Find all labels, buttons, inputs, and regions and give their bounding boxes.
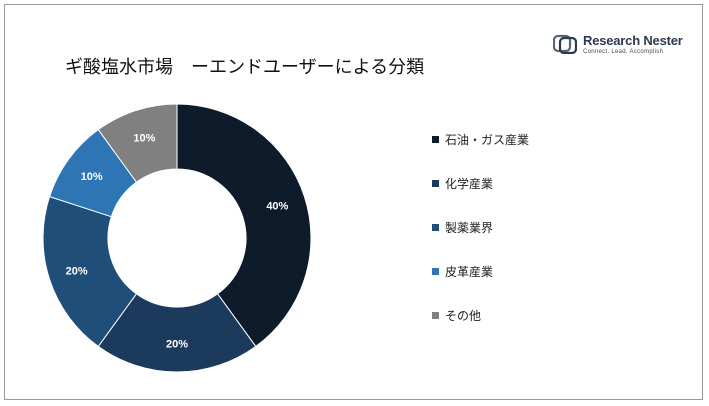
legend-label: その他 bbox=[445, 308, 482, 323]
legend-item: 皮革産業 bbox=[432, 263, 529, 279]
legend-swatch bbox=[432, 223, 439, 231]
slice-data-label: 20% bbox=[166, 339, 188, 351]
legend-swatch bbox=[432, 179, 439, 187]
donut-chart: 40% 20% 20% 10% 10% bbox=[42, 103, 312, 373]
slice-data-label: 40% bbox=[266, 200, 288, 212]
legend-item: 製薬業界 bbox=[432, 219, 529, 235]
slice-data-label: 10% bbox=[133, 133, 155, 145]
legend-item: その他 bbox=[432, 307, 529, 323]
legend-swatch bbox=[432, 135, 439, 143]
chart-frame: ギ酸塩水市場 ーエンドユーザーによる分類 Research Nester Con… bbox=[4, 4, 703, 400]
legend-label: 化学産業 bbox=[445, 176, 494, 191]
slice-data-label: 10% bbox=[81, 171, 103, 183]
slice-data-label: 20% bbox=[66, 266, 88, 278]
chart-legend: 石油・ガス産業 化学産業製薬業界皮革産業その他 bbox=[432, 131, 529, 351]
logo-icon bbox=[553, 34, 577, 54]
legend-label: 製薬業界 bbox=[445, 220, 494, 235]
chart-title: ギ酸塩水市場 ーエンドユーザーによる分類 bbox=[65, 57, 425, 78]
donut-slice bbox=[97, 293, 257, 373]
legend-item: 化学産業 bbox=[432, 175, 529, 191]
legend-swatch bbox=[432, 267, 439, 275]
research-nester-logo: Research Nester Connect. Lead. Accomplis… bbox=[553, 33, 693, 59]
donut-slice bbox=[42, 195, 138, 348]
legend-label: 皮革産業 bbox=[445, 264, 494, 279]
legend-label: 石油・ガス産業 bbox=[445, 132, 530, 147]
logo-name: Research Nester bbox=[583, 33, 683, 48]
logo-tagline: Connect. Lead. Accomplish bbox=[583, 49, 664, 55]
donut-slice bbox=[97, 103, 178, 183]
donut-slice bbox=[176, 103, 312, 348]
legend-item: 石油・ガス産業 bbox=[432, 131, 529, 147]
legend-swatch bbox=[432, 311, 439, 319]
